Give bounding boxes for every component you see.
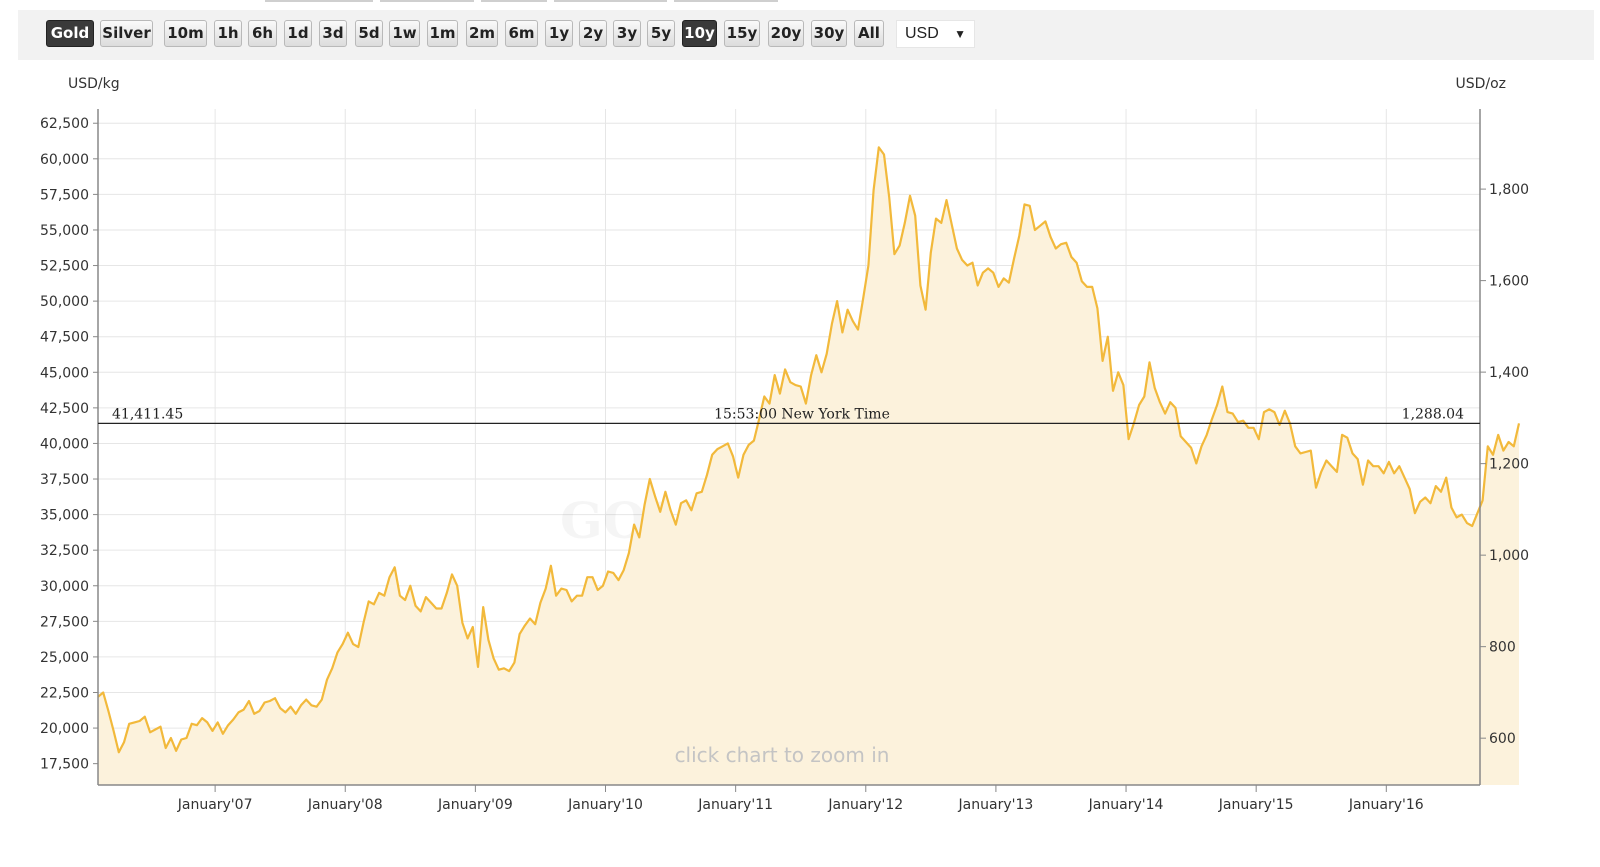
range-button-10m[interactable]: 10m	[164, 20, 207, 47]
y-tick-label: 37,500	[40, 472, 89, 488]
x-tick-label: January'07	[177, 797, 253, 813]
y-tick-label: 50,000	[40, 294, 89, 310]
range-button-1d[interactable]: 1d	[284, 20, 312, 47]
y2-tick-label: 1,800	[1489, 182, 1529, 198]
right-axis-ticks: 1,800 1,600 1,400 1,200 1,000 800 600	[1480, 182, 1529, 747]
currency-select[interactable]: USD ▼	[896, 20, 975, 48]
range-button-1y[interactable]: 1y	[545, 20, 573, 47]
y-tick-label: 60,000	[40, 152, 89, 168]
chevron-down-icon: ▼	[954, 27, 966, 41]
y-tick-label: 30,000	[40, 579, 89, 595]
y-tick-label: 57,500	[40, 187, 89, 203]
x-tick-label: January'10	[567, 797, 643, 813]
range-button-6m[interactable]: 6m	[505, 20, 538, 47]
y-tick-label: 62,500	[40, 116, 89, 132]
metal-button-silver[interactable]: Silver	[100, 20, 153, 47]
range-button-1m[interactable]: 1m	[427, 20, 458, 47]
y-tick-label: 47,500	[40, 330, 89, 346]
y-tick-label: 42,500	[40, 401, 89, 417]
metal-button-gold[interactable]: Gold	[46, 20, 94, 47]
range-button-5d[interactable]: 5d	[355, 20, 383, 47]
tab-strip-line	[554, 0, 667, 2]
y-tick-label: 35,000	[40, 508, 89, 524]
y-tick-label: 45,000	[40, 365, 89, 381]
y-tick-label: 17,500	[40, 757, 89, 773]
y-tick-label: 55,000	[40, 223, 89, 239]
range-button-all[interactable]: All	[854, 20, 884, 47]
y2-tick-label: 1,400	[1489, 365, 1529, 381]
y-tick-label: 32,500	[40, 543, 89, 559]
range-button-3d[interactable]: 3d	[319, 20, 347, 47]
tab-strip-line	[265, 0, 373, 2]
left-axis-unit: USD/kg	[68, 76, 120, 92]
range-button-15y[interactable]: 15y	[724, 20, 760, 47]
y2-tick-label: 1,600	[1489, 274, 1529, 290]
y-tick-label: 27,500	[40, 614, 89, 630]
tab-strip-line	[481, 0, 547, 2]
y2-tick-label: 800	[1489, 640, 1516, 656]
x-tick-label: January'12	[827, 797, 903, 813]
range-button-3y[interactable]: 3y	[613, 20, 641, 47]
y2-tick-label: 1,000	[1489, 548, 1529, 564]
range-button-10y[interactable]: 10y	[682, 20, 717, 47]
range-button-20y[interactable]: 20y	[768, 20, 804, 47]
y2-tick-label: 600	[1489, 731, 1516, 747]
tab-strip-line	[674, 0, 778, 2]
x-tick-label: January'14	[1088, 797, 1164, 813]
current-price-left-label: 41,411.45	[112, 406, 183, 422]
toolbar	[18, 10, 1594, 60]
range-button-5y[interactable]: 5y	[647, 20, 675, 47]
current-price-right-label: 1,288.04	[1402, 406, 1464, 422]
x-tick-label: January'09	[437, 797, 513, 813]
range-button-1w[interactable]: 1w	[389, 20, 420, 47]
range-button-30y[interactable]: 30y	[811, 20, 847, 47]
price-area-fill	[98, 147, 1519, 785]
y-tick-label: 22,500	[40, 685, 89, 701]
range-button-2m[interactable]: 2m	[466, 20, 498, 47]
y-tick-label: 40,000	[40, 436, 89, 452]
x-tick-label: January'15	[1218, 797, 1294, 813]
x-tick-label: January'08	[307, 797, 383, 813]
range-button-2y[interactable]: 2y	[579, 20, 607, 47]
y-tick-label: 52,500	[40, 259, 89, 275]
x-tick-label: January'16	[1348, 797, 1424, 813]
y-tick-label: 20,000	[40, 721, 89, 737]
range-button-6h[interactable]: 6h	[248, 20, 277, 47]
x-axis-ticks: January'07 January'08 January'09 January'10…	[177, 785, 1424, 813]
currency-select-value: USD	[905, 25, 939, 42]
zoom-hint: click chart to zoom in	[675, 743, 890, 767]
left-axis-ticks: 62,500 60,000 57,500 55,000 52,500 50,000 47,5…	[40, 116, 98, 773]
y2-tick-label: 1,200	[1489, 457, 1529, 473]
x-tick-label: January'13	[958, 797, 1034, 813]
right-axis-unit: USD/oz	[1455, 76, 1506, 92]
range-button-1h[interactable]: 1h	[214, 20, 242, 47]
x-tick-label: January'11	[697, 797, 773, 813]
price-line	[97, 146, 1521, 754]
current-time-label: 15:53:00 New York Time	[714, 406, 890, 422]
y-tick-label: 25,000	[40, 650, 89, 666]
tab-strip-line	[380, 0, 474, 2]
